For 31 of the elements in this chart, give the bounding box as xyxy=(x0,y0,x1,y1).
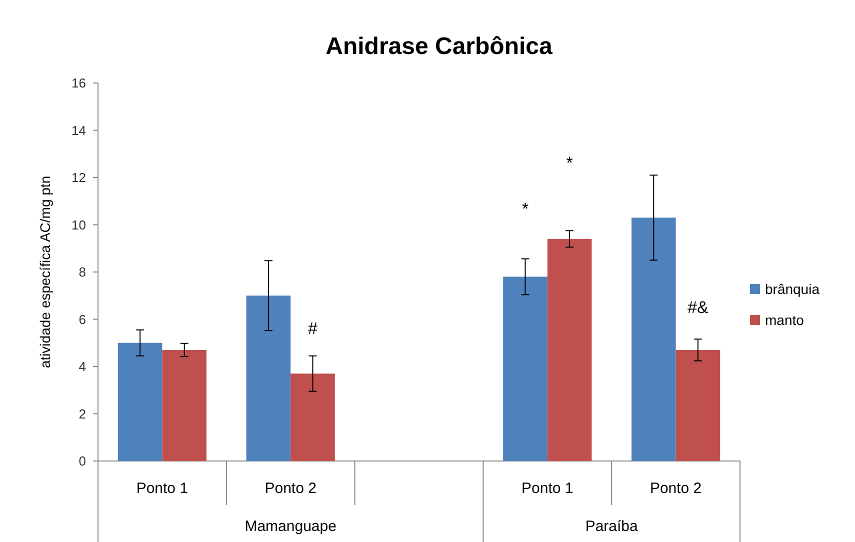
bar xyxy=(162,350,206,461)
legend-label: manto xyxy=(765,312,804,328)
text: Paraíba xyxy=(585,518,639,535)
y-tick-label: 14 xyxy=(72,122,86,138)
bar xyxy=(118,342,162,461)
y-tick-label: 10 xyxy=(72,217,86,232)
y-tick-label: 12 xyxy=(72,170,86,186)
annotation: # xyxy=(308,318,318,338)
y-tick-label: 0 xyxy=(78,454,86,469)
x-tick-label: Ponto 2 xyxy=(264,480,316,497)
bar xyxy=(246,296,291,461)
annotation: * xyxy=(566,154,574,173)
text: Mamanguape xyxy=(244,518,336,535)
bar xyxy=(290,374,335,461)
y-tick-label: 16 xyxy=(72,76,86,91)
bar xyxy=(503,276,548,461)
annotation: * xyxy=(522,200,529,219)
bar xyxy=(632,218,676,461)
annotation: #& xyxy=(688,298,710,318)
bar xyxy=(676,350,720,461)
y-tick-label: 4 xyxy=(78,359,86,374)
chart-title: Anidrase Carbônica xyxy=(326,33,554,60)
x-tick-label: Ponto 1 xyxy=(136,480,188,497)
legend-label: brânquia xyxy=(765,280,820,297)
y-tick-label: 2 xyxy=(78,406,86,422)
y-tick-label: 8 xyxy=(78,264,86,280)
bar xyxy=(547,238,592,461)
y-tick-label: 6 xyxy=(78,312,86,327)
x-tick-label: Ponto 2 xyxy=(650,480,702,497)
y-axis-title: atividade específica AC/mg ptn xyxy=(37,176,53,368)
x-tick-label: Ponto 1 xyxy=(522,480,574,497)
